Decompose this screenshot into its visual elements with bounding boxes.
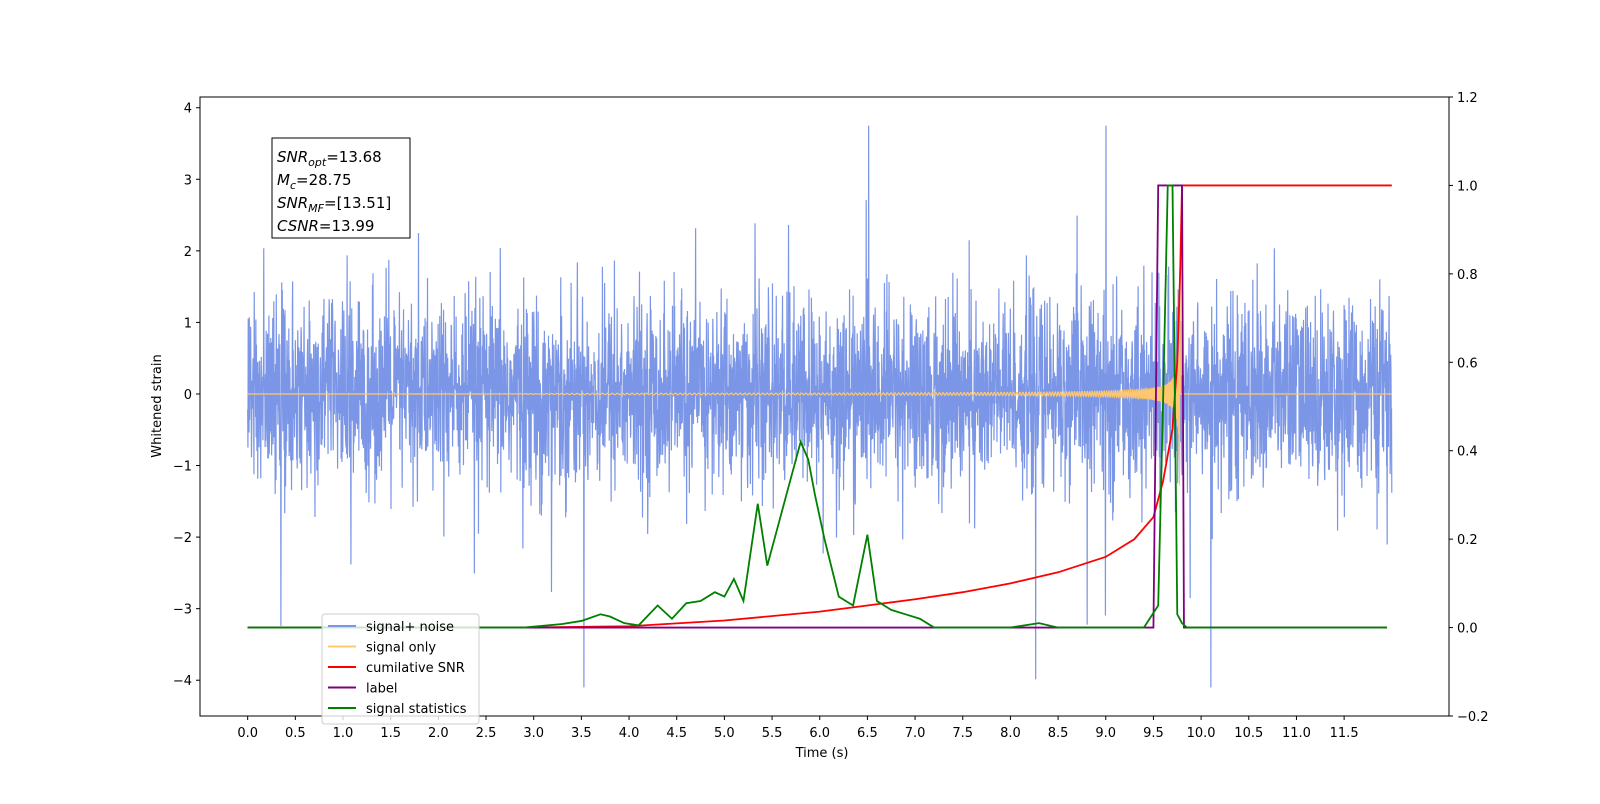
annotation-line: Mc=28.75 <box>277 171 352 192</box>
x-tick-label: 4.0 <box>619 726 640 741</box>
legend-frame <box>321 613 480 725</box>
x-tick-label: 11.0 <box>1282 726 1311 741</box>
x-tick-label: 11.5 <box>1330 726 1359 741</box>
y2-tick-label: 1.2 <box>1457 91 1478 106</box>
annotation-line: CSNR=13.99 <box>277 217 374 235</box>
y2-tick-label: 0.8 <box>1457 268 1478 283</box>
legend-label: label <box>366 682 397 697</box>
series-line-signal-only <box>247 269 1392 486</box>
y-axis-right: −0.2 0.0 0.2 0.4 0.6 0.8 1.0 1.2 <box>1449 91 1489 725</box>
x-axis: 0.0 0.5 1.0 1.5 2.0 2.5 3.0 3.5 4.0 4.5 5.0 5.5 6.0 6… <box>237 716 1359 741</box>
x-tick-label: 5.0 <box>714 726 735 741</box>
x-tick-label: 9.5 <box>1143 726 1164 741</box>
x-tick-label: 10.0 <box>1187 726 1216 741</box>
y2-tick-label: 0.4 <box>1457 445 1478 460</box>
x-tick-label: 1.5 <box>380 726 401 741</box>
legend-label: signal only <box>366 641 436 656</box>
series-line-cumilative-snr <box>247 184 1392 629</box>
y-tick-label: 2 <box>184 245 192 260</box>
y-tick-label: 3 <box>184 173 192 188</box>
x-tick-label: 4.5 <box>666 726 687 741</box>
x-tick-label: 7.0 <box>905 726 926 741</box>
y2-tick-label: −0.2 <box>1457 710 1489 725</box>
y-tick-label: 1 <box>184 316 192 331</box>
x-tick-label: 2.5 <box>476 726 497 741</box>
y2-tick-label: 0.6 <box>1457 356 1478 371</box>
y-tick-label: −3 <box>173 603 192 618</box>
y-axis-left: −4 −3 −2 −1 0 1 2 3 4 <box>173 102 200 689</box>
series-line-signal-noise <box>247 125 1393 688</box>
y-axis-label: Whitened strain <box>150 354 165 457</box>
legend-label: cumilative SNR <box>366 661 465 676</box>
y2-tick-label: 0.0 <box>1457 622 1478 637</box>
x-tick-label: 5.5 <box>762 726 783 741</box>
x-tick-label: 6.5 <box>857 726 878 741</box>
annotation-line: SNRMF=[13.51] <box>277 194 391 215</box>
y-tick-label: 0 <box>184 388 192 403</box>
x-tick-label: 8.5 <box>1048 726 1069 741</box>
y-tick-label: −2 <box>173 531 192 546</box>
x-tick-label: 7.5 <box>952 726 973 741</box>
x-tick-label: 3.0 <box>523 726 544 741</box>
y-tick-label: −1 <box>173 460 192 475</box>
series-layer <box>247 125 1393 688</box>
x-tick-label: 3.5 <box>571 726 592 741</box>
series-line-signal-statistics <box>247 184 1388 629</box>
x-tick-label: 0.0 <box>237 726 258 741</box>
y2-tick-label: 0.2 <box>1457 533 1478 548</box>
annotation-line: SNRopt=13.68 <box>277 148 382 169</box>
x-tick-label: 6.0 <box>809 726 830 741</box>
y-tick-label: 4 <box>184 102 192 117</box>
annotation-frame <box>271 137 411 239</box>
legend: signal+ noise signal only cumilative SNR la… <box>321 613 480 725</box>
x-tick-label: 2.0 <box>428 726 449 741</box>
x-tick-label: 0.5 <box>285 726 306 741</box>
y-tick-label: −4 <box>173 674 192 689</box>
x-axis-label: Time (s) <box>795 746 849 761</box>
legend-label: signal+ noise <box>366 620 454 635</box>
x-tick-label: 9.0 <box>1095 726 1116 741</box>
x-tick-label: 1.0 <box>333 726 354 741</box>
plot-frame <box>199 96 1450 717</box>
legend-label: signal statistics <box>366 702 467 717</box>
x-tick-label: 10.5 <box>1234 726 1263 741</box>
x-tick-label: 8.0 <box>1000 726 1021 741</box>
y2-tick-label: 1.0 <box>1457 179 1478 194</box>
